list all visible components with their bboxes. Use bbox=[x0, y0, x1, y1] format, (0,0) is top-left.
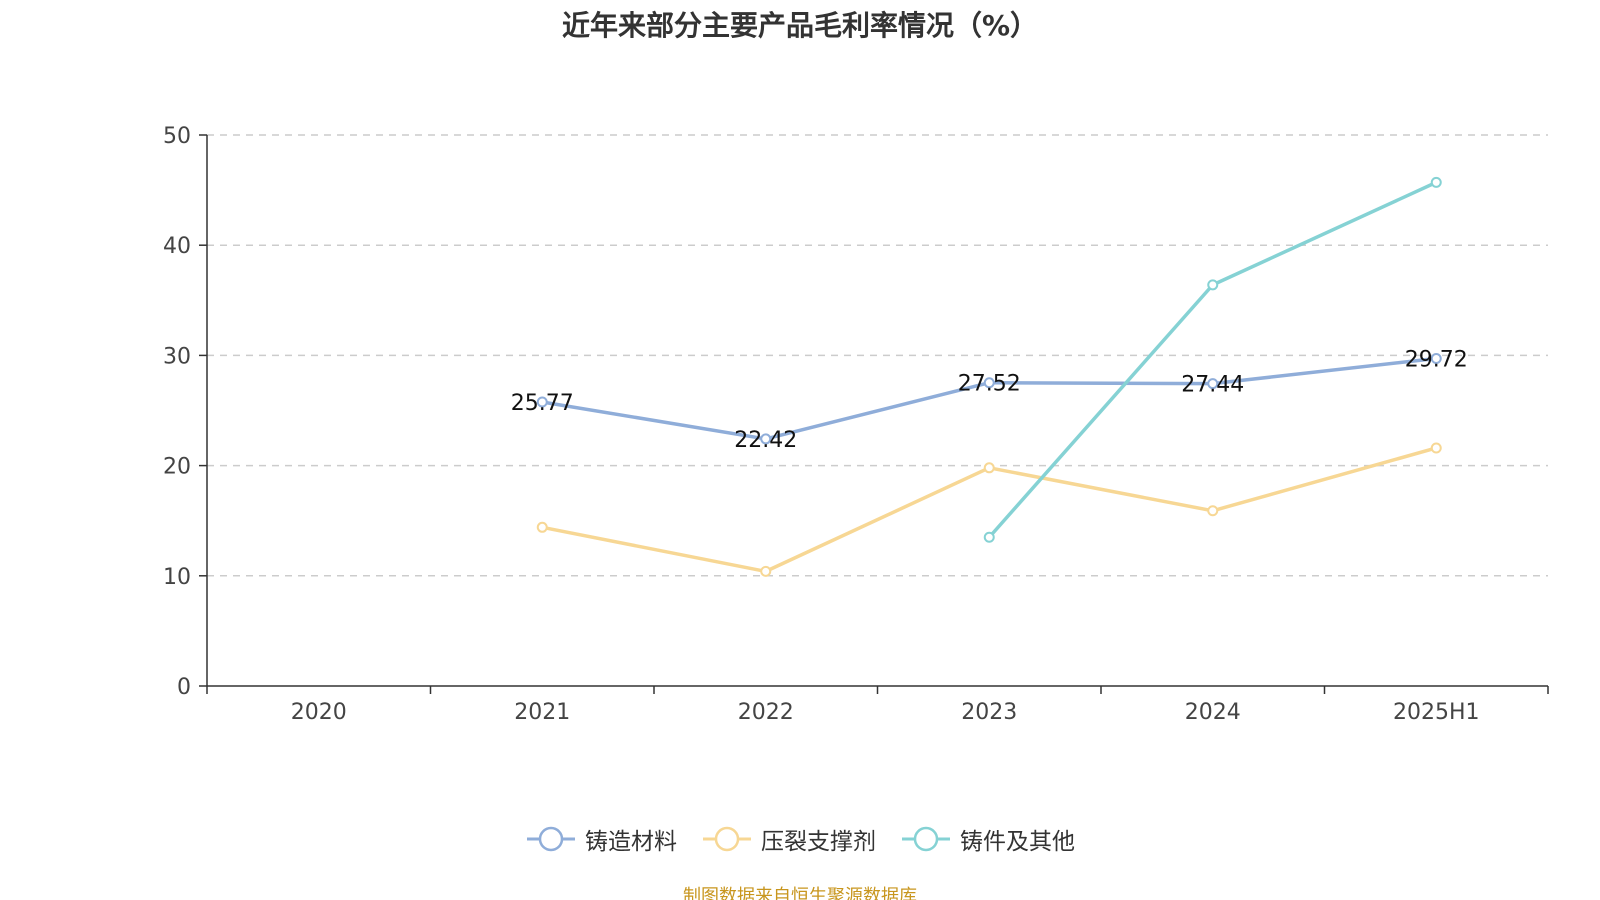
x-tick-label: 2022 bbox=[738, 700, 794, 725]
y-tick-label: 10 bbox=[163, 565, 191, 590]
series-line-0 bbox=[540, 356, 1438, 441]
x-tick-label: 2025H1 bbox=[1393, 700, 1480, 725]
data-point[interactable] bbox=[1430, 176, 1442, 188]
legend-item[interactable]: 压裂支撑剂 bbox=[701, 822, 876, 856]
data-point[interactable] bbox=[760, 433, 772, 445]
series-lines bbox=[536, 176, 1442, 577]
x-tick-label: 2023 bbox=[961, 700, 1017, 725]
y-tick-label: 40 bbox=[163, 234, 191, 259]
legend-swatch-icon bbox=[902, 826, 950, 852]
x-tick-label: 2024 bbox=[1185, 700, 1241, 725]
legend: 铸造材料 压裂支撑剂 铸件及其他 bbox=[0, 822, 1600, 856]
data-labels: 25.77 22.42 27.52 27.44 29.72 bbox=[511, 347, 1468, 452]
y-tick-label: 20 bbox=[163, 455, 191, 480]
y-tick-label: 30 bbox=[163, 344, 191, 369]
legend-item[interactable]: 铸件及其他 bbox=[900, 822, 1075, 856]
line-chart: 0 10 20 30 40 50 2020 2021 2022 2023 2024 2025H1 25… bbox=[163, 124, 1549, 725]
data-point[interactable] bbox=[1430, 352, 1442, 364]
data-label: 27.44 bbox=[1181, 373, 1244, 398]
data-label: 25.77 bbox=[511, 391, 574, 416]
data-point[interactable] bbox=[983, 462, 995, 474]
data-label: 27.52 bbox=[958, 372, 1021, 397]
x-tick-label: 2020 bbox=[291, 700, 347, 725]
data-label: 22.42 bbox=[734, 428, 797, 453]
source-note: 制图数据来自恒生聚源数据库 bbox=[683, 886, 917, 900]
data-point[interactable] bbox=[760, 565, 772, 577]
data-point[interactable] bbox=[536, 521, 548, 533]
chart-title: 近年来部分主要产品毛利率情况（%） bbox=[561, 9, 1039, 42]
y-tick-label: 0 bbox=[177, 675, 191, 700]
legend-label: 铸造材料 bbox=[585, 829, 677, 855]
data-label: 29.72 bbox=[1405, 347, 1468, 372]
series-line-2 bbox=[987, 180, 1438, 539]
x-tick-label: 2021 bbox=[514, 700, 570, 725]
grid-lines bbox=[207, 134, 1548, 577]
data-point[interactable] bbox=[983, 377, 995, 389]
data-point[interactable] bbox=[1430, 442, 1442, 454]
legend-item[interactable]: 铸造材料 bbox=[525, 822, 677, 856]
legend-swatch-icon bbox=[703, 826, 751, 852]
data-point[interactable] bbox=[983, 531, 995, 543]
legend-swatch-icon bbox=[527, 826, 575, 852]
axes: 0 10 20 30 40 50 2020 2021 2022 2023 2024 2025H1 bbox=[163, 124, 1549, 725]
legend-label: 压裂支撑剂 bbox=[761, 829, 876, 855]
data-point[interactable] bbox=[1207, 279, 1219, 291]
data-point[interactable] bbox=[1207, 378, 1219, 390]
data-point[interactable] bbox=[1207, 505, 1219, 517]
y-tick-label: 50 bbox=[163, 124, 191, 149]
legend-label: 铸件及其他 bbox=[960, 829, 1075, 855]
data-point[interactable] bbox=[536, 396, 548, 408]
